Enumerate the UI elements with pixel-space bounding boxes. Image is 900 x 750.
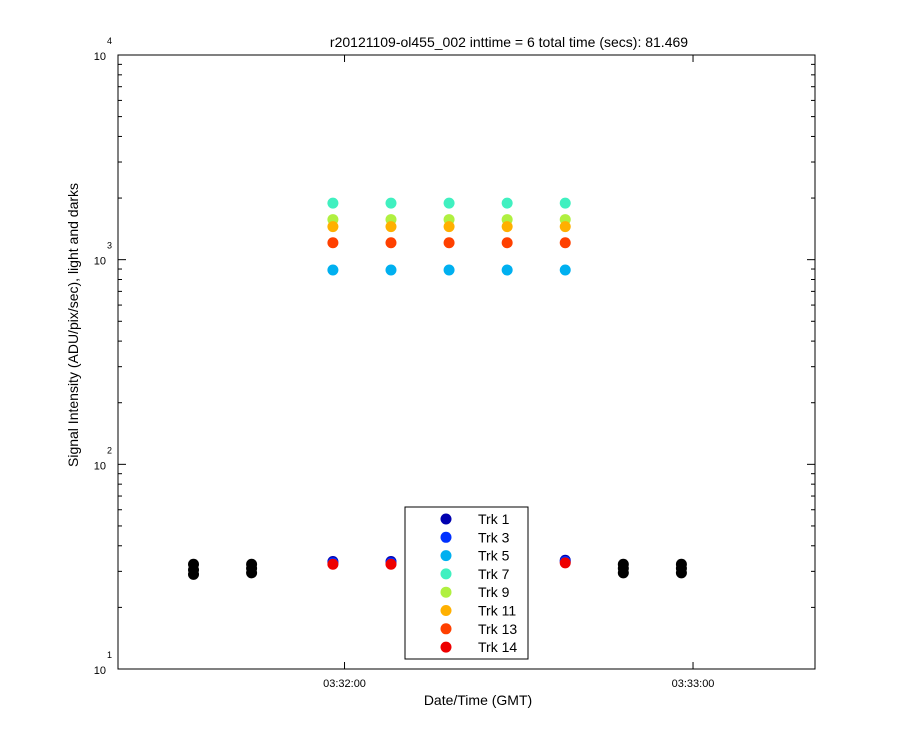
legend-label: Trk 3 <box>478 529 510 545</box>
y-tick-label-exponent: 1 <box>107 650 112 660</box>
point-trk-7 <box>443 197 455 209</box>
legend-label: Trk 1 <box>478 511 510 527</box>
x-tick-label: 03:33:00 <box>672 678 715 690</box>
x-axis-ticks: 03:32:00 03:33:00 <box>323 55 714 690</box>
point-trk-7 <box>385 197 397 209</box>
point-trk-7 <box>327 197 339 209</box>
legend-marker <box>440 531 452 543</box>
point-trk-13 <box>501 237 513 249</box>
legend: Trk 1 Trk 3 Trk 5 Trk 7 Trk 9 Trk 11 Trk 13 Trk… <box>404 506 529 660</box>
legend-marker <box>440 550 452 562</box>
y-tick-label-exponent: 2 <box>107 445 112 455</box>
legend-marker <box>440 605 452 616</box>
legend-marker <box>440 513 452 525</box>
dark-point <box>675 567 687 579</box>
y-tick-label-base: 10 <box>94 665 106 677</box>
y-tick-label-base: 10 <box>94 51 106 63</box>
legend-marker <box>440 623 452 635</box>
data-points <box>188 197 687 580</box>
x-axis-label: Date/Time (GMT) <box>424 692 532 708</box>
point-trk-11 <box>501 221 513 233</box>
point-trk-14 <box>385 558 397 570</box>
y-minor-ticks <box>118 63 815 608</box>
legend-label: Trk 14 <box>478 639 517 655</box>
legend-label: Trk 11 <box>478 603 516 619</box>
x-tick-label: 03:32:00 <box>323 678 366 690</box>
point-trk-11 <box>327 221 339 233</box>
point-trk-13 <box>327 237 339 249</box>
point-trk-5 <box>385 264 397 276</box>
legend-box <box>404 506 529 660</box>
legend-label: Trk 5 <box>478 548 510 564</box>
y-tick-label-exponent: 3 <box>107 241 112 251</box>
point-trk-5 <box>327 264 339 276</box>
chart-title: r20121109-ol455_002 inttime = 6 total ti… <box>330 34 688 50</box>
point-trk-5 <box>559 264 571 276</box>
point-trk-13 <box>443 237 455 249</box>
point-trk-7 <box>559 197 571 209</box>
legend-marker <box>440 641 452 653</box>
point-trk-11 <box>559 221 571 233</box>
legend-marker <box>440 568 452 580</box>
point-trk-11 <box>385 221 397 233</box>
dark-point <box>246 567 258 579</box>
point-trk-7 <box>501 197 513 209</box>
legend-label: Trk 13 <box>478 621 517 637</box>
y-tick-label-base: 10 <box>94 460 106 472</box>
legend-label: Trk 7 <box>478 566 510 582</box>
y-axis-label: Signal Intensity (ADU/pix/sec), light an… <box>65 183 81 467</box>
dark-point <box>617 567 629 579</box>
point-trk-14 <box>559 557 571 569</box>
legend-marker <box>440 586 452 598</box>
point-trk-5 <box>443 264 455 276</box>
legend-label: Trk 9 <box>478 584 510 600</box>
point-trk-14 <box>327 558 339 570</box>
point-trk-5 <box>501 264 513 276</box>
y-tick-label-base: 10 <box>94 256 106 268</box>
dark-point <box>188 568 200 580</box>
point-trk-11 <box>443 221 455 233</box>
point-trk-13 <box>385 237 397 249</box>
y-tick-label-exponent: 4 <box>107 36 112 46</box>
point-trk-13 <box>559 237 571 249</box>
